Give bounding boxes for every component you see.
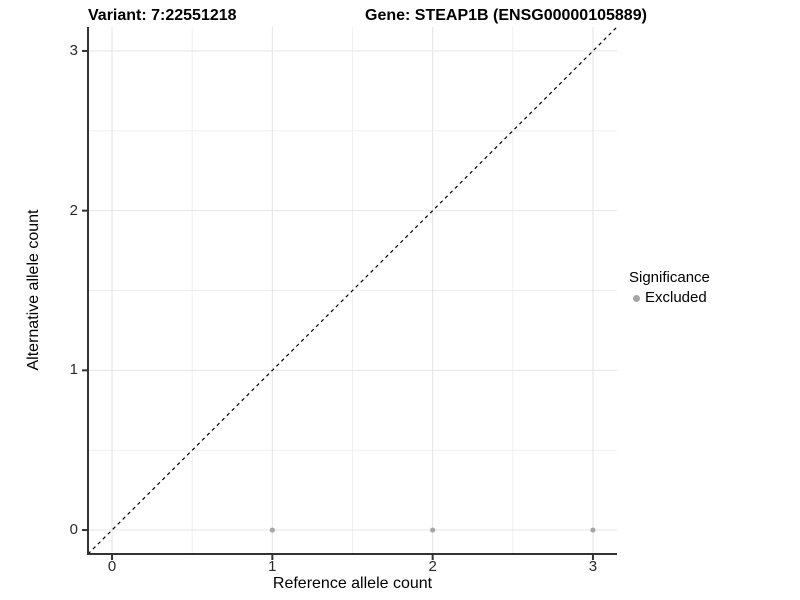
x-tick-label: 1	[268, 558, 277, 575]
x-tick-label: 2	[428, 558, 437, 575]
excluded-point-icon	[633, 294, 640, 302]
legend-title: Significance	[629, 269, 710, 286]
x-axis-title: Reference allele count	[272, 575, 433, 592]
data-point	[430, 527, 436, 533]
significance-legend: Significance Excluded	[629, 268, 710, 308]
y-tick-label: 3	[69, 41, 78, 59]
variant-title: Variant: 7:22551218	[88, 7, 237, 24]
identity-dashed-line	[87, 26, 618, 555]
x-tick-label: 0	[107, 558, 117, 575]
y-axis-title: Alternative allele count	[25, 209, 42, 371]
y-tick-label: 2	[69, 201, 78, 219]
legend-item-excluded: Excluded	[629, 288, 710, 308]
legend-item-label: Excluded	[645, 289, 707, 306]
gene-title: Gene: STEAP1B (ENSG00000105889)	[365, 7, 647, 24]
y-tick-label: 0	[69, 521, 78, 539]
x-tick-label: 3	[588, 558, 598, 575]
data-point	[269, 527, 275, 533]
y-tick-label: 1	[69, 361, 78, 379]
data-point	[590, 527, 596, 533]
